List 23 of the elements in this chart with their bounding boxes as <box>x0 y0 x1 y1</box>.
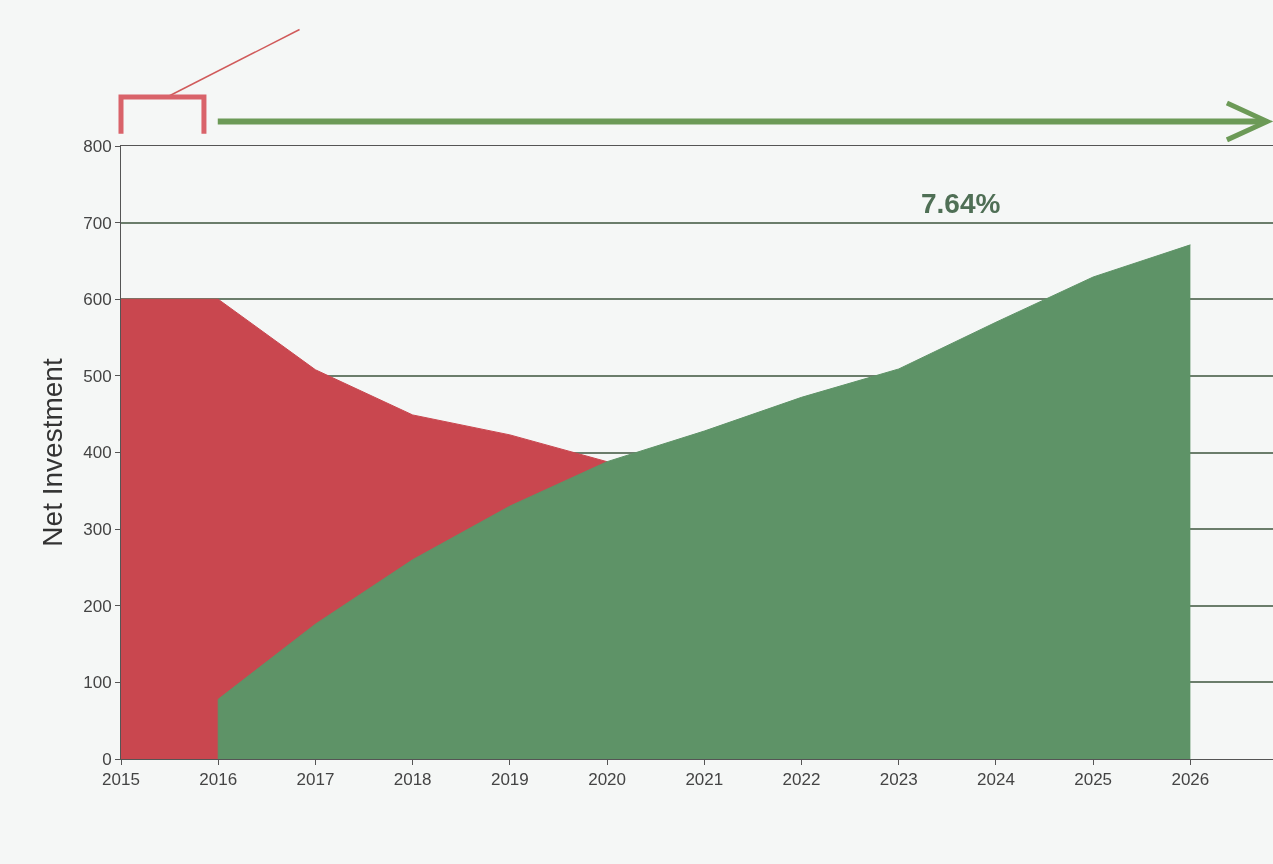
x-tick-label: 2024 <box>977 770 1015 790</box>
y-tick-label: 300 <box>83 520 112 540</box>
x-tick-label: 2019 <box>490 770 529 790</box>
y-tick-label: 200 <box>83 596 112 616</box>
x-tick-label: 2016 <box>199 770 238 790</box>
y-tick-label: 400 <box>83 443 112 463</box>
x-tick-label: 2018 <box>393 770 432 790</box>
x-tick-label: 2022 <box>782 770 821 790</box>
y-tick-label: 700 <box>83 213 112 233</box>
x-tick-label: 2021 <box>685 770 724 790</box>
y-tick-label: 0 <box>102 749 112 769</box>
x-tick-label: 2025 <box>1074 770 1113 790</box>
x-tick-label: 2020 <box>588 770 626 790</box>
y-tick-label: 500 <box>83 366 112 386</box>
y-tick-label: 100 <box>83 673 112 693</box>
x-tick-label: 2026 <box>1171 770 1210 790</box>
y-axis-title: Net Investment <box>36 358 68 547</box>
y-tick-label: 800 <box>83 136 112 156</box>
y-tick-label: 600 <box>83 290 112 310</box>
annotation: 7.64% <box>921 188 1001 219</box>
x-tick-label: 2015 <box>102 770 140 790</box>
x-tick-label: 2017 <box>296 770 335 790</box>
x-tick-label: 2023 <box>879 770 918 790</box>
